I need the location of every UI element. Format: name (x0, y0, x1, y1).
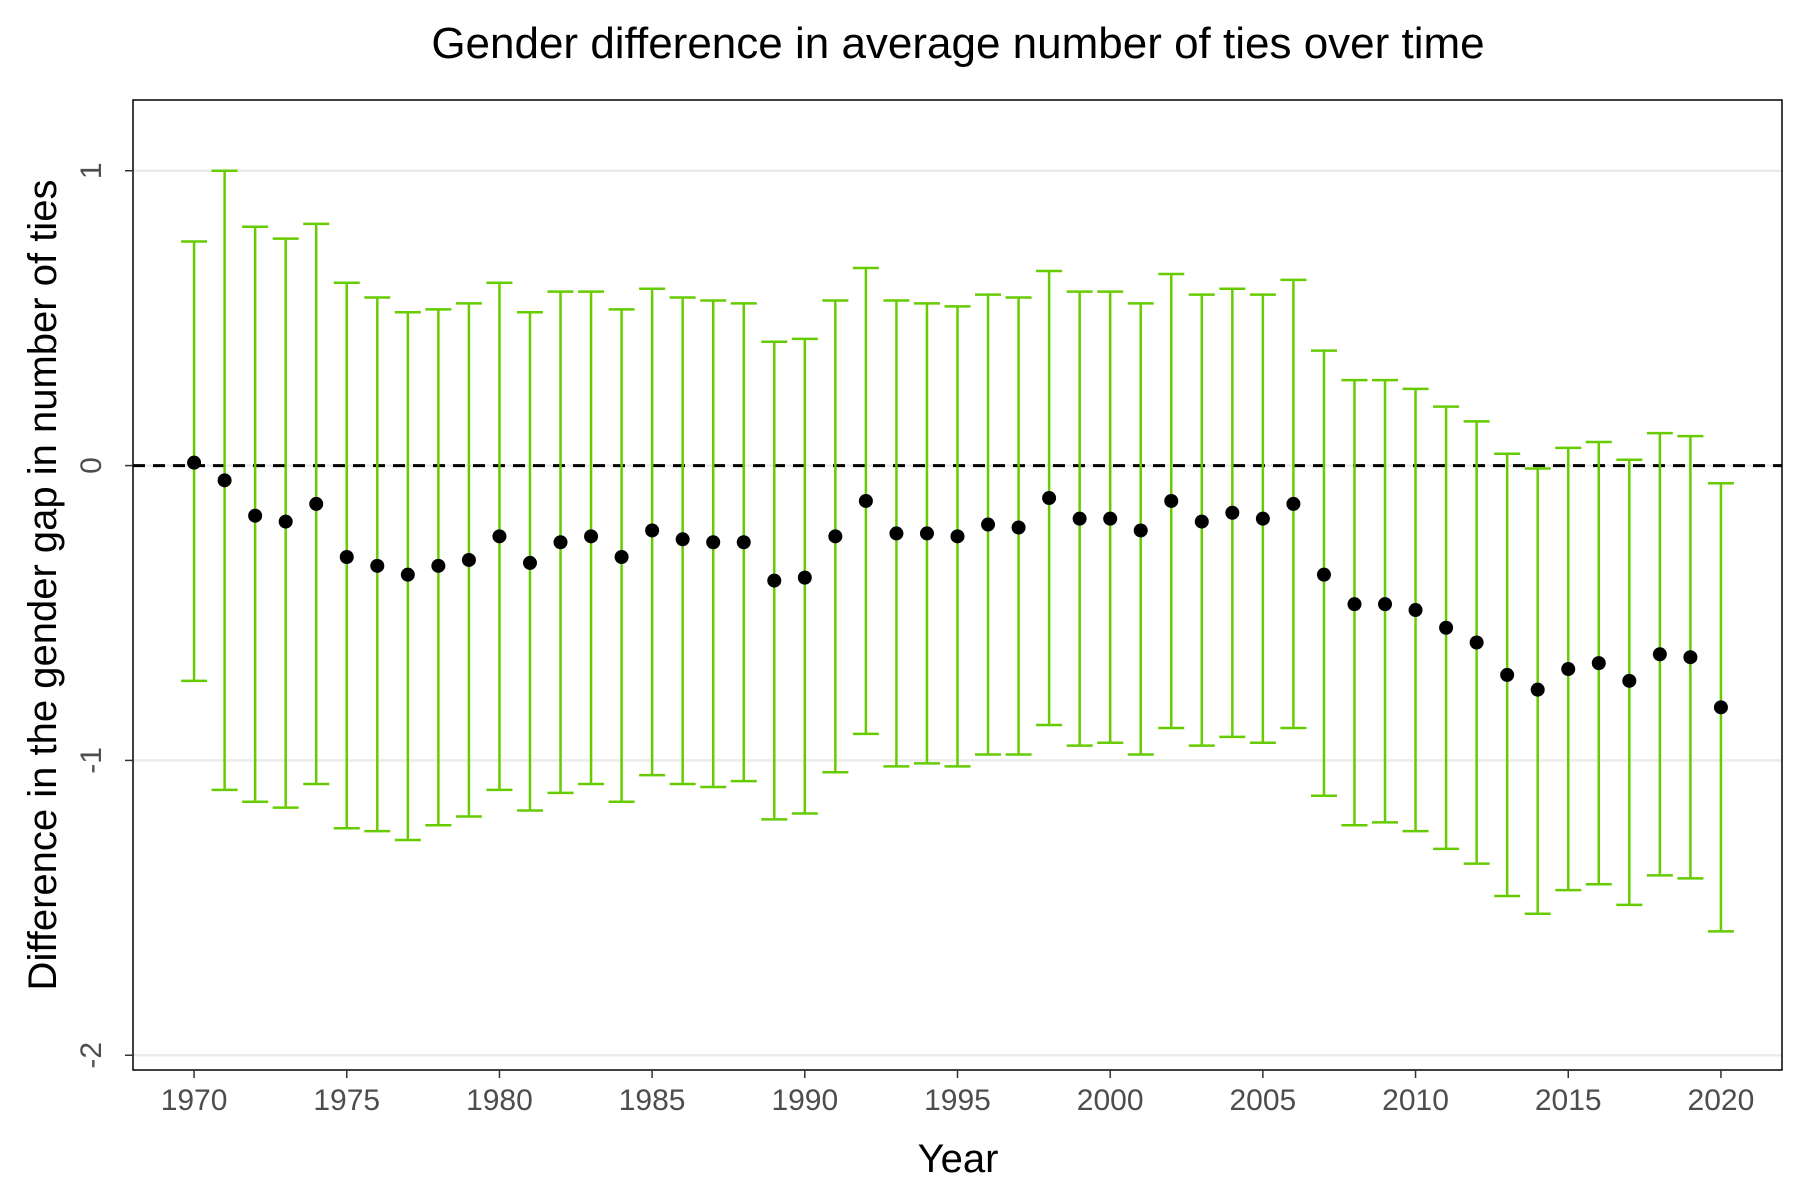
data-point (1439, 620, 1454, 635)
x-axis-title: Year (918, 1137, 999, 1181)
y-tick-label: 0 (75, 457, 108, 474)
data-point (217, 473, 232, 488)
data-point (400, 567, 415, 582)
data-point (1622, 673, 1637, 688)
data-point (981, 517, 996, 532)
data-point (1378, 597, 1393, 612)
data-point (828, 529, 843, 544)
data-point (339, 549, 354, 564)
data-point (1469, 635, 1484, 650)
y-tick-label: -2 (75, 1042, 108, 1069)
data-point (1316, 567, 1331, 582)
data-point (248, 508, 263, 523)
data-points (187, 455, 1728, 715)
data-point (1561, 662, 1576, 677)
x-tick-label: 1975 (313, 1084, 380, 1117)
data-point (950, 529, 965, 544)
data-point (1713, 700, 1728, 715)
data-point (278, 514, 293, 529)
data-point (919, 526, 934, 541)
x-tick-label: 2015 (1535, 1084, 1602, 1117)
data-point (1072, 511, 1087, 526)
y-axis-title: Difference in the gender gap in number o… (21, 180, 65, 991)
y-tick-label: 1 (75, 162, 108, 179)
x-tick-label: 1995 (924, 1084, 991, 1117)
data-point (522, 555, 537, 570)
data-point (1133, 523, 1148, 538)
x-tick-label: 1970 (161, 1084, 228, 1117)
data-point (1103, 511, 1118, 526)
data-point (1347, 597, 1362, 612)
data-point (1286, 496, 1301, 511)
data-point (461, 552, 476, 567)
data-point (797, 570, 812, 585)
data-point (1591, 656, 1606, 671)
data-point (584, 529, 599, 544)
data-point (1408, 603, 1423, 618)
x-tick-label: 2005 (1229, 1084, 1296, 1117)
data-point (645, 523, 660, 538)
data-point (889, 526, 904, 541)
data-point (309, 496, 324, 511)
data-point (492, 529, 507, 544)
data-point (553, 535, 568, 550)
data-point (1011, 520, 1026, 535)
data-point (1683, 650, 1698, 665)
data-point (431, 558, 446, 573)
x-tick-label: 2000 (1077, 1084, 1144, 1117)
data-point (370, 558, 385, 573)
data-point (1164, 493, 1179, 508)
data-point (1194, 514, 1209, 529)
data-point (1652, 647, 1667, 662)
x-axis: 1970 1975 1980 1985 1990 1995 2000 2005 2010 2015… (161, 1070, 1755, 1117)
data-point (1225, 505, 1240, 520)
data-point (1042, 491, 1057, 506)
data-point (675, 532, 690, 547)
chart-title: Gender difference in average number of t… (431, 19, 1484, 68)
x-tick-label: 1980 (466, 1084, 533, 1117)
x-tick-label: 2020 (1688, 1084, 1755, 1117)
data-point (614, 549, 629, 564)
x-tick-label: 2010 (1382, 1084, 1449, 1117)
x-tick-label: 1985 (619, 1084, 686, 1117)
data-point (706, 535, 721, 550)
data-point (187, 455, 202, 470)
x-tick-label: 1990 (771, 1084, 838, 1117)
y-axis: -2 -1 0 1 (75, 162, 133, 1069)
data-point (1255, 511, 1270, 526)
data-point (736, 535, 751, 550)
data-point (858, 493, 873, 508)
y-tick-label: -1 (75, 747, 108, 774)
data-point (1500, 667, 1515, 682)
data-point (1530, 682, 1545, 697)
data-point (767, 573, 782, 588)
